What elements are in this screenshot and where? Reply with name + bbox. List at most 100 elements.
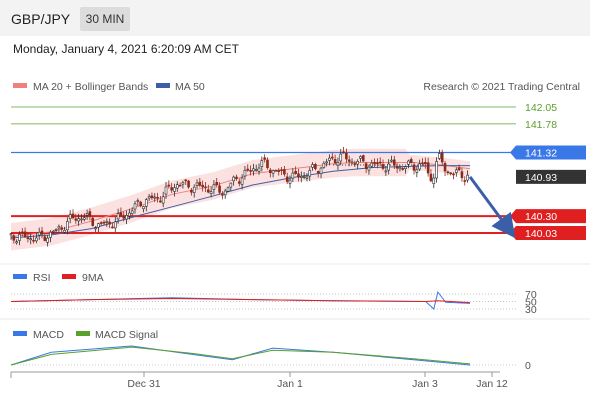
candle-body xyxy=(173,187,176,192)
candle-body xyxy=(353,163,357,165)
candle-body xyxy=(404,166,407,170)
x-tick-label: Jan 12 xyxy=(476,378,508,390)
candle-body xyxy=(274,170,278,172)
candle-body xyxy=(319,167,323,175)
price-levels: 142.05 141.78 141.32 140.93 140.30 140.03 xyxy=(11,102,586,240)
candle-body xyxy=(446,171,450,174)
macd-zero-label: 0 xyxy=(525,360,531,372)
candle-body xyxy=(147,196,151,199)
candle-body xyxy=(226,187,230,192)
ma50-swatch xyxy=(156,83,170,88)
candle-body xyxy=(144,199,148,207)
timeframe-button[interactable]: 30 MIN xyxy=(80,7,130,31)
candle-body xyxy=(257,167,261,172)
candle-body xyxy=(438,153,441,159)
candle-body xyxy=(60,227,64,230)
candle-body xyxy=(150,195,154,199)
rsi-ma-swatch xyxy=(62,274,76,279)
candle-body xyxy=(192,186,196,193)
candle-body xyxy=(204,186,207,189)
candle-body xyxy=(384,170,388,173)
candle-body xyxy=(367,166,371,171)
bollinger-band xyxy=(11,148,470,251)
candle-body xyxy=(113,221,117,229)
candle-body xyxy=(350,161,354,164)
candle-body xyxy=(128,212,131,217)
candle-body xyxy=(201,184,204,188)
candle-body xyxy=(102,221,106,224)
candle-body xyxy=(457,167,461,171)
candle-body xyxy=(395,166,399,169)
x-tick-label: Jan 1 xyxy=(277,378,303,390)
level-target: 141.78 xyxy=(11,119,557,131)
candle-body xyxy=(305,176,309,179)
level-label: 140.03 xyxy=(525,228,557,240)
candle-body xyxy=(167,184,171,187)
datetime-label: Monday, January 4, 2021 6:20:09 AM CET xyxy=(13,42,239,56)
chart-header: GBP/JPY 30 MIN xyxy=(0,0,590,36)
x-axis-ticks: Dec 31 Jan 1 Jan 3 Jan 12 xyxy=(127,372,508,390)
candle-body xyxy=(181,182,185,185)
candle-body xyxy=(235,176,238,179)
candle-body xyxy=(209,191,213,194)
macd-line xyxy=(10,345,471,366)
candle-body xyxy=(68,214,72,219)
candle-body xyxy=(40,230,44,235)
candle-body xyxy=(407,160,410,165)
macd-signal-line xyxy=(10,346,471,366)
candle-body xyxy=(460,171,464,179)
candle-body xyxy=(283,169,286,175)
level-target: 142.05 xyxy=(11,102,557,114)
candle-body xyxy=(198,181,202,186)
candle-body xyxy=(80,218,83,221)
candle-body xyxy=(99,222,103,224)
level-label: 142.05 xyxy=(525,102,557,114)
candle-body xyxy=(223,190,227,196)
candle-body xyxy=(421,162,424,165)
last-price-label: 140.93 xyxy=(525,172,557,184)
candle-body xyxy=(415,169,419,173)
candle-body xyxy=(49,231,52,238)
candle-body xyxy=(66,221,69,231)
candle-body xyxy=(328,157,331,161)
candle-body xyxy=(409,159,413,163)
candle-body xyxy=(12,235,16,241)
macd-swatch xyxy=(13,331,27,336)
candle-body xyxy=(26,237,30,239)
candle-body xyxy=(122,216,126,219)
candle-body xyxy=(15,241,18,244)
candle-body xyxy=(362,155,365,162)
candle-body xyxy=(221,193,224,196)
candle-body xyxy=(164,186,168,195)
candle-body xyxy=(381,164,385,169)
rsi-legend: RSI xyxy=(33,272,51,284)
candle-body xyxy=(153,196,157,199)
ma20-legend: MA 20 + Bollinger Bands xyxy=(33,81,148,93)
candle-body xyxy=(390,159,393,162)
candle-body xyxy=(308,170,312,177)
ma20-swatch xyxy=(13,83,27,88)
candle-body xyxy=(212,184,216,190)
level-label: 141.32 xyxy=(525,148,557,160)
candle-body xyxy=(424,162,427,165)
candle-body xyxy=(432,177,436,184)
candle-body xyxy=(142,206,145,210)
candle-body xyxy=(260,160,264,167)
candle-body xyxy=(393,159,396,166)
candle-body xyxy=(46,237,49,243)
candle-body xyxy=(336,162,340,166)
candle-body xyxy=(277,169,281,172)
candle-body xyxy=(252,168,255,172)
level-price: 140.93 xyxy=(516,169,586,184)
level-support: 140.03 xyxy=(11,226,586,240)
candle-body xyxy=(254,169,258,171)
candle-body xyxy=(97,223,100,228)
candle-body xyxy=(37,231,41,236)
candle-body xyxy=(412,164,416,171)
candle-body xyxy=(130,210,134,214)
candle-body xyxy=(133,203,137,210)
x-tick-label: Dec 31 xyxy=(127,378,160,390)
candle-body xyxy=(232,176,235,182)
candle-body xyxy=(175,184,179,189)
